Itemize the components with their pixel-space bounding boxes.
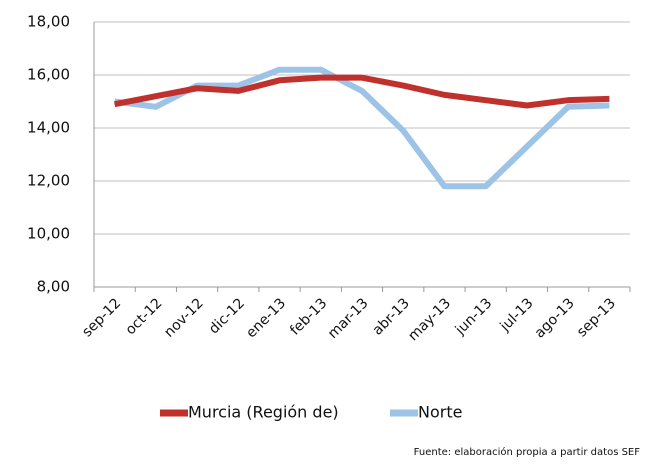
legend-label: Murcia (Región de)	[188, 403, 339, 422]
series-line	[114, 74, 610, 109]
x-tick-label: may-13	[405, 295, 454, 344]
x-tick-label: jun-13	[452, 295, 495, 338]
x-tick-label: mar-13	[325, 295, 372, 342]
x-tick-label: nov-12	[161, 295, 206, 340]
x-tick-label: feb-13	[287, 295, 330, 338]
x-tick-label: ago-13	[532, 295, 578, 341]
x-tick-label: jul-13	[497, 295, 537, 335]
y-tick-label: 14,00	[27, 119, 70, 137]
y-tick-label: 10,00	[27, 225, 70, 243]
x-tick-label: dic-12	[206, 295, 248, 337]
y-tick-label: 12,00	[27, 172, 70, 190]
y-tick-label: 16,00	[27, 66, 70, 84]
source-note: Fuente: elaboración propia a partir dato…	[414, 446, 641, 458]
legend-label: Norte	[418, 403, 462, 422]
x-tick-label: sep-13	[574, 295, 619, 340]
x-tick-label: oct-12	[123, 295, 166, 338]
x-tick-label: ene-13	[243, 295, 289, 341]
y-tick-label: 8,00	[37, 278, 70, 296]
x-tick-label: sep-12	[79, 295, 124, 340]
y-tick-label: 18,00	[27, 13, 70, 31]
